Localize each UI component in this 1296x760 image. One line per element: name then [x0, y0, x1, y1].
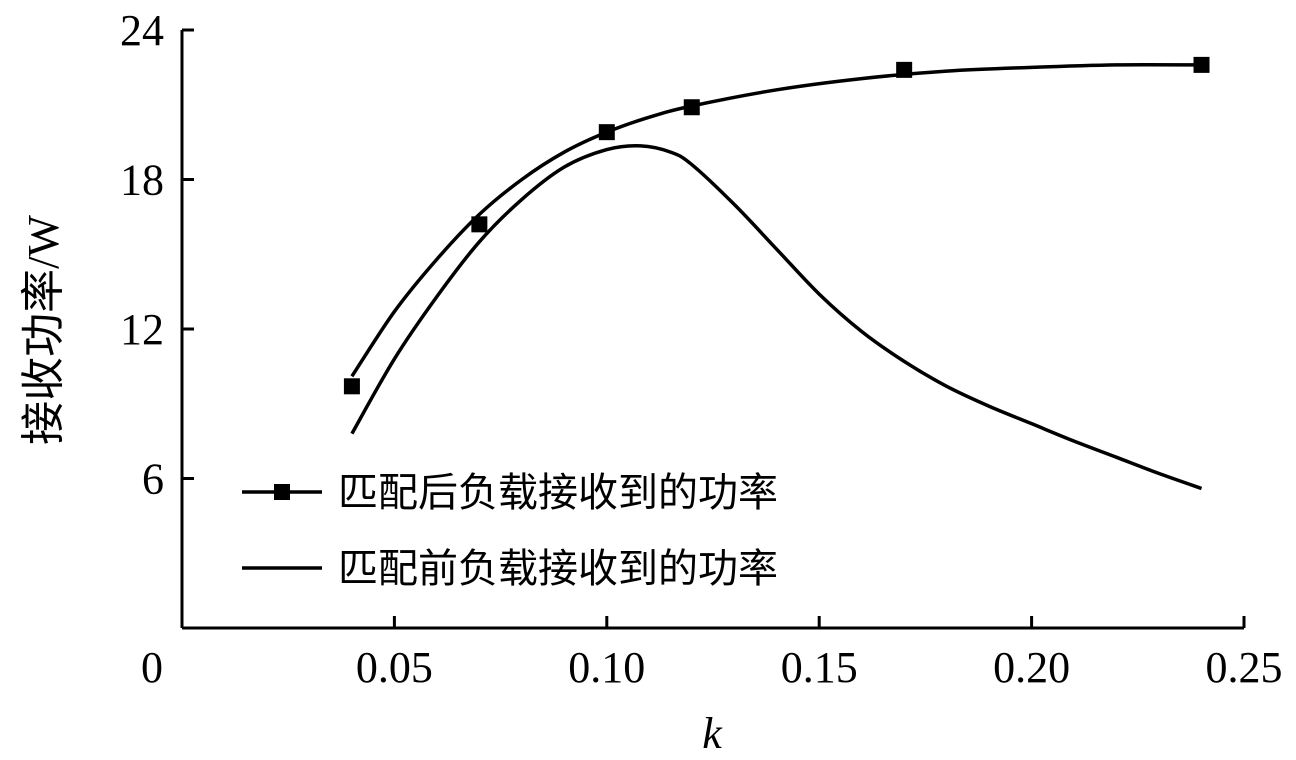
data-point-marker — [471, 216, 488, 233]
data-point-marker — [683, 99, 700, 116]
x-tick-label: 0.25 — [1206, 643, 1283, 692]
data-point-marker — [598, 124, 615, 141]
origin-label: 0 — [141, 643, 163, 692]
series-line — [350, 144, 1203, 491]
y-tick-label: 12 — [120, 305, 164, 354]
x-tick-label: 0.20 — [993, 643, 1070, 692]
y-tick-label: 6 — [142, 455, 164, 504]
series-2 — [350, 144, 1203, 491]
y-tick-label: 18 — [120, 156, 164, 205]
legend-label: 匹配后负载接收到的功率 — [338, 470, 778, 516]
series-1 — [343, 56, 1210, 395]
data-point-marker — [343, 378, 360, 395]
x-tick-label: 0.05 — [356, 643, 433, 692]
axes: 0.05 0.10 0.15 0.20 0.25 6 12 18 24 — [120, 6, 1283, 692]
series-line — [350, 62, 1202, 378]
x-tick-label: 0.10 — [568, 643, 645, 692]
y-axis-title: 接收功率/W — [19, 215, 68, 445]
data-point-marker — [896, 61, 913, 78]
legend-marker — [274, 484, 290, 500]
y-tick-label: 24 — [120, 6, 164, 55]
x-axis-title: k — [702, 709, 723, 758]
x-tick-label: 0.15 — [781, 643, 858, 692]
legend-label: 匹配前负载接收到的功率 — [338, 546, 778, 592]
data-point-marker — [1193, 56, 1210, 73]
series-layer — [343, 56, 1210, 491]
